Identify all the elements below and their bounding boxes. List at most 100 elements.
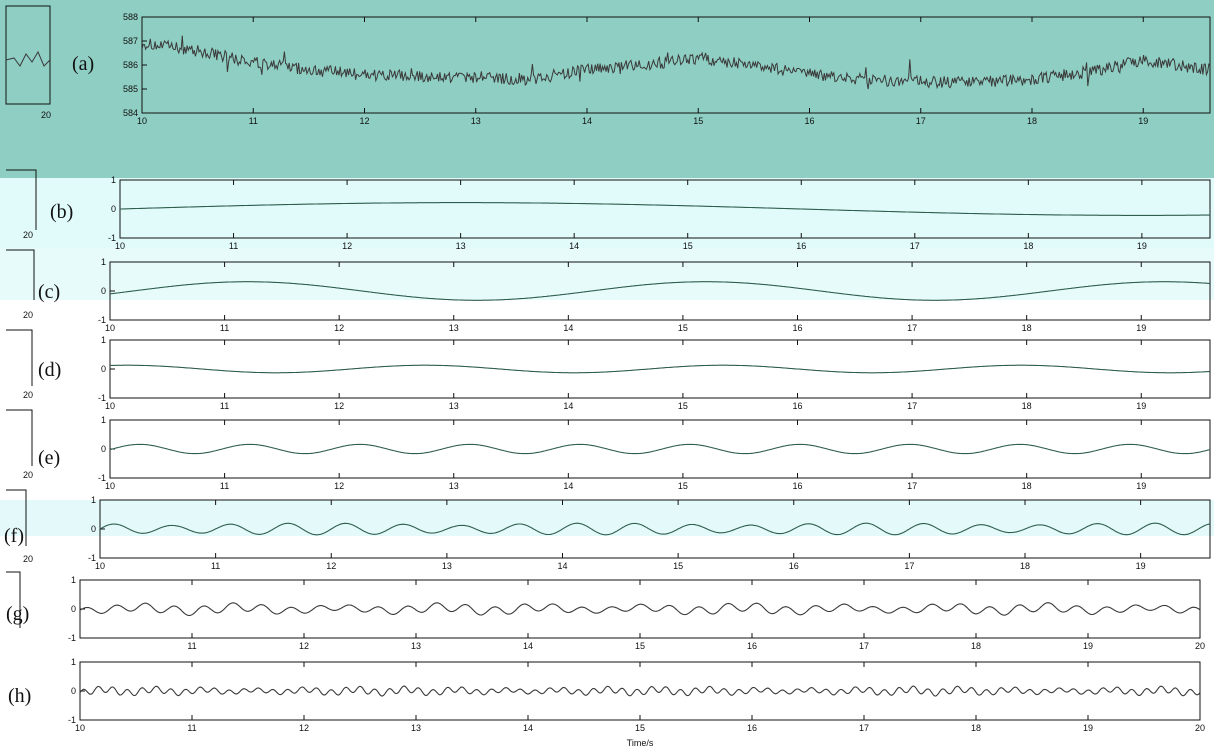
x-tick-label: 19 xyxy=(1136,561,1146,571)
series-line xyxy=(109,443,1211,455)
y-tick-label: 1 xyxy=(71,657,76,667)
x-tick-label: 20 xyxy=(1195,723,1205,733)
x-tick-label: 17 xyxy=(907,401,917,411)
series-line xyxy=(109,281,1211,301)
series-line xyxy=(79,685,1201,697)
x-tick-label: 16 xyxy=(747,723,757,733)
x-tick-label: 11 xyxy=(187,641,196,651)
x-tick-label: 13 xyxy=(471,116,481,126)
left-partial-tick-label: 20 xyxy=(23,554,33,564)
x-tick-label: 18 xyxy=(1020,561,1030,571)
plot-frame xyxy=(79,579,1201,639)
x-tick-label: 17 xyxy=(907,481,917,491)
x-tick-label: 20 xyxy=(1195,641,1205,651)
y-tick-label: 1 xyxy=(71,575,76,585)
x-tick-label: 11 xyxy=(220,481,229,491)
x-tick-label: 17 xyxy=(916,116,926,126)
panel-stack: (a)10 11 12 13 14 15 16 17 18 19584585586587588(b… xyxy=(4,12,1211,733)
x-tick-label: 19 xyxy=(1138,116,1148,126)
x-tick-label: 19 xyxy=(1136,323,1146,333)
y-tick-label: 0 xyxy=(91,524,96,534)
x-tick-label: 16 xyxy=(804,116,814,126)
y-tick-label: 0 xyxy=(71,604,76,614)
x-tick-label: 10 xyxy=(137,116,147,126)
x-tick-label: 13 xyxy=(411,723,421,733)
left-partial-frame xyxy=(6,571,21,628)
x-tick-label: 10 xyxy=(105,401,115,411)
x-tick-label: 13 xyxy=(449,401,459,411)
x-tick-label: 12 xyxy=(342,241,352,251)
x-tick-label: 18 xyxy=(1022,401,1032,411)
x-tick-label: 18 xyxy=(1023,241,1033,251)
left-partial-tick-label: 20 xyxy=(23,310,33,320)
x-tick-label: 17 xyxy=(910,241,920,251)
x-tick-label: 15 xyxy=(635,641,645,651)
y-tick-label: 0 xyxy=(71,686,76,696)
plot-frame xyxy=(109,339,1211,399)
left-partial-frame xyxy=(5,5,51,105)
left-partial-tick-label: 20 xyxy=(23,390,33,400)
left-partial-frame xyxy=(6,329,33,386)
y-tick-label: 1 xyxy=(101,335,106,345)
panel-c: (c) 10 11 12 13 14 15 16 17 18 19 -1 0 1 xyxy=(38,257,1211,333)
x-tick-label: 13 xyxy=(456,241,466,251)
x-tick-label: 15 xyxy=(678,481,688,491)
x-tick-label: 16 xyxy=(789,561,799,571)
x-tick-label: 11 xyxy=(211,561,220,571)
x-tick-label: 16 xyxy=(747,641,757,651)
x-tick-label: 14 xyxy=(523,723,533,733)
x-tick-label: 14 xyxy=(582,116,592,126)
x-tick-label: 13 xyxy=(449,481,459,491)
panel-e: (e) 10 11 12 13 14 15 16 17 18 19 -1 0 1 xyxy=(38,415,1211,491)
x-tick-label: 18 xyxy=(1027,116,1037,126)
panel-label: (b) xyxy=(50,201,73,223)
x-tick-label: 11 xyxy=(229,241,238,251)
x-tick-label: 19 xyxy=(1136,481,1146,491)
x-tick-label: 16 xyxy=(792,401,802,411)
y-tick-label: 0 xyxy=(111,204,116,214)
x-tick-label: 17 xyxy=(859,641,869,651)
y-tick-label: -1 xyxy=(98,393,106,403)
series-line xyxy=(99,522,1211,536)
y-tick-label: -1 xyxy=(68,715,76,725)
left-partial-frame xyxy=(6,249,35,300)
x-tick-label: 15 xyxy=(683,241,693,251)
left-partial-frame xyxy=(6,489,27,546)
series-line xyxy=(141,35,1211,90)
x-tick-label: 19 xyxy=(1083,641,1093,651)
panel-label: (a) xyxy=(72,53,94,75)
panel-b-band xyxy=(0,178,1214,248)
x-tick-label: 19 xyxy=(1137,241,1147,251)
x-tick-label: 13 xyxy=(411,641,421,651)
x-tick-label: 12 xyxy=(299,641,309,651)
y-tick-label: 1 xyxy=(91,495,96,505)
background-bands xyxy=(0,0,1214,536)
x-tick-label: 15 xyxy=(673,561,683,571)
x-tick-label: 10 xyxy=(105,481,115,491)
panel-label: (h) xyxy=(8,685,31,707)
panel-h: (h) 10 11 12 13 14 15 16 17 18 19 20 -1 0 1 xyxy=(8,657,1205,733)
x-tick-label: 15 xyxy=(693,116,703,126)
x-tick-label: 10 xyxy=(105,323,115,333)
x-tick-label: 12 xyxy=(359,116,369,126)
left-partial-tick-label: 20 xyxy=(23,230,33,240)
y-tick-label: 0 xyxy=(101,364,106,374)
x-tick-label: 12 xyxy=(326,561,336,571)
left-partial-frame xyxy=(6,169,37,230)
panel-b: (b) 10 11 12 13 14 15 16 17 18 19 -1 0 1 xyxy=(50,175,1211,251)
series-line xyxy=(109,364,1211,374)
y-tick-label: -1 xyxy=(108,233,116,243)
x-tick-label: 18 xyxy=(1022,481,1032,491)
panel-label: (f) xyxy=(4,525,24,547)
panel-label: (c) xyxy=(38,281,60,303)
x-tick-label: 13 xyxy=(449,323,459,333)
panel-c-band xyxy=(0,248,1214,300)
x-tick-label: 14 xyxy=(523,641,533,651)
x-tick-label: 11 xyxy=(220,401,229,411)
x-tick-label: 11 xyxy=(187,723,196,733)
y-tick-label: 1 xyxy=(101,257,106,267)
x-tick-label: 12 xyxy=(334,401,344,411)
x-tick-label: 19 xyxy=(1083,723,1093,733)
x-tick-label: 15 xyxy=(635,723,645,733)
left-partial-tick-label: 20 xyxy=(23,470,33,480)
